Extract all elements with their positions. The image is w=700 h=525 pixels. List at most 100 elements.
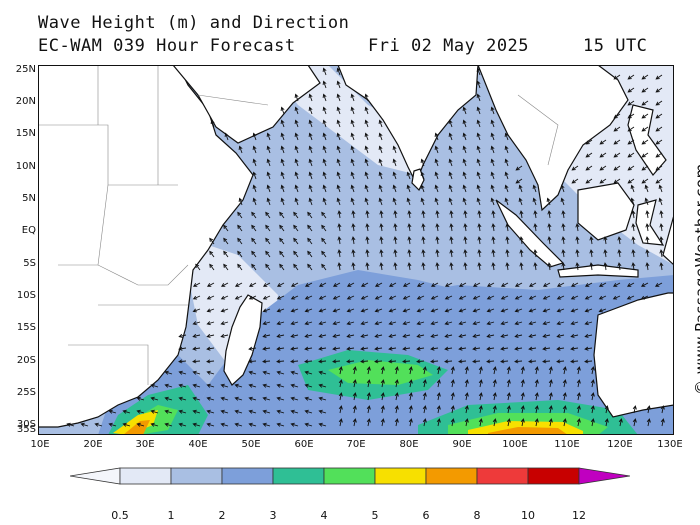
direction-arrow: [374, 295, 383, 300]
direction-arrow: [393, 210, 398, 219]
direction-arrow: [490, 158, 495, 167]
direction-arrow: [206, 396, 215, 401]
direction-arrow: [220, 396, 229, 401]
direction-arrow: [584, 359, 593, 364]
direction-arrow: [346, 295, 355, 300]
direction-arrow: [150, 396, 159, 401]
direction-arrow: [192, 370, 201, 375]
direction-arrow: [490, 171, 495, 180]
direction-arrow: [251, 263, 257, 271]
direction-arrow: [237, 263, 243, 271]
direction-arrow: [617, 236, 622, 245]
direction-arrow: [364, 132, 369, 141]
direction-arrow: [248, 295, 257, 300]
direction-arrow: [164, 422, 173, 427]
direction-arrow: [336, 184, 341, 193]
direction-arrow: [448, 171, 453, 180]
direction-arrow: [450, 379, 455, 388]
direction-arrow: [380, 392, 385, 401]
direction-arrow: [360, 346, 369, 351]
direction-arrow: [266, 158, 271, 167]
land-madagascar: [223, 294, 263, 386]
direction-arrow: [585, 152, 593, 158]
direction-arrow: [164, 370, 173, 375]
direction-arrow: [641, 165, 649, 171]
direction-arrow: [472, 359, 481, 364]
colorbar-tick: 0.5: [111, 509, 129, 522]
direction-arrow: [506, 418, 511, 427]
direction-arrow: [533, 210, 538, 219]
direction-arrow: [500, 295, 509, 300]
direction-arrow: [276, 359, 285, 364]
direction-arrow: [486, 346, 495, 351]
direction-arrow: [276, 370, 285, 375]
direction-arrow: [164, 409, 173, 414]
direction-arrow: [472, 346, 481, 351]
direction-arrow: [542, 321, 551, 326]
direction-arrow: [630, 184, 635, 193]
direction-arrow: [402, 321, 411, 326]
direction-arrow: [448, 158, 453, 167]
direction-arrow: [613, 152, 621, 158]
direction-arrow: [654, 282, 663, 287]
direction-arrow: [378, 132, 383, 141]
direction-arrow: [476, 80, 481, 89]
direction-arrow: [478, 366, 483, 375]
direction-arrow: [448, 184, 453, 193]
direction-arrow: [655, 74, 663, 80]
direction-arrow: [248, 383, 257, 388]
direction-arrow: [472, 333, 481, 338]
direction-arrow: [276, 383, 285, 388]
direction-arrow: [388, 346, 397, 351]
direction-arrow: [458, 282, 467, 287]
direction-arrow: [486, 295, 495, 300]
direction-arrow: [378, 184, 383, 193]
direction-arrow: [393, 236, 398, 245]
direction-arrow: [640, 295, 649, 300]
direction-arrow: [262, 333, 271, 338]
direction-arrow: [374, 308, 383, 313]
direction-arrow: [192, 422, 201, 427]
direction-arrow: [584, 333, 593, 338]
direction-arrow: [262, 321, 271, 326]
direction-arrow: [486, 333, 495, 338]
direction-arrow: [379, 262, 384, 271]
direction-arrow: [360, 295, 369, 300]
direction-arrow: [421, 223, 426, 232]
direction-arrow: [336, 106, 341, 115]
direction-arrow: [352, 379, 357, 388]
colorbar-bin: [221, 467, 274, 485]
direction-arrow: [337, 223, 342, 232]
direction-arrow: [416, 282, 425, 287]
direction-arrow: [613, 74, 621, 80]
direction-arrow: [458, 295, 467, 300]
direction-arrow: [178, 370, 187, 375]
direction-arrow: [462, 158, 467, 167]
colorbar-tick: 12: [572, 509, 586, 522]
direction-arrow: [394, 379, 399, 388]
direction-arrow: [276, 282, 285, 287]
direction-arrow: [449, 249, 454, 258]
direction-arrow: [378, 171, 383, 180]
direction-arrow: [462, 197, 467, 206]
direction-arrow: [435, 210, 440, 219]
direction-arrow: [293, 250, 299, 258]
direction-arrow: [318, 409, 327, 414]
direction-arrow: [321, 237, 327, 245]
direction-arrow: [520, 418, 525, 427]
lon-label: 40E: [188, 439, 208, 450]
direction-arrow: [631, 223, 636, 232]
direction-arrow: [365, 210, 370, 219]
direction-arrow: [251, 250, 257, 258]
direction-arrow: [436, 366, 441, 375]
direction-arrow: [178, 333, 187, 338]
direction-arrow: [492, 405, 497, 414]
direction-arrow: [318, 346, 327, 351]
direction-arrow: [318, 396, 327, 401]
direction-arrow: [533, 249, 538, 258]
direction-arrow: [490, 106, 495, 115]
direction-arrow: [290, 282, 299, 287]
direction-arrow: [178, 346, 187, 351]
direction-arrow: [450, 405, 455, 414]
direction-arrow: [304, 346, 313, 351]
